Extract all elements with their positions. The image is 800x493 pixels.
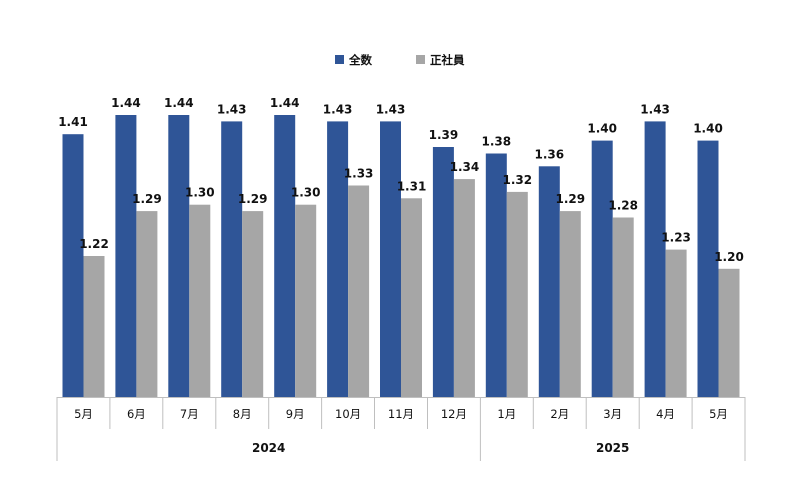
- data-label-total-4: 1.43: [217, 102, 247, 116]
- x-tick-label-1: 5月: [74, 407, 93, 421]
- data-label-total-3: 1.44: [164, 96, 194, 110]
- x-tick-label-6: 10月: [335, 407, 361, 421]
- year-label-2025: 2025: [596, 441, 629, 455]
- bar-regular-8: [453, 179, 475, 397]
- x-tick-label-11: 3月: [603, 407, 622, 421]
- x-tick-label-12: 4月: [656, 407, 675, 421]
- bar-total-12: [644, 121, 666, 398]
- data-label-regular-11: 1.28: [608, 199, 638, 213]
- bar-regular-7: [401, 198, 422, 397]
- data-label-regular-13: 1.20: [714, 250, 744, 264]
- bar-regular-3: [189, 204, 211, 397]
- data-label-total-13: 1.40: [693, 122, 723, 136]
- data-label-total-8: 1.39: [429, 128, 459, 142]
- data-label-regular-10: 1.29: [555, 192, 585, 206]
- data-label-total-6: 1.43: [323, 102, 353, 116]
- bar-regular-6: [348, 185, 370, 397]
- x-tick-label-8: 12月: [441, 407, 467, 421]
- legend: 全数 正社員: [335, 53, 465, 67]
- data-label-total-2: 1.44: [111, 96, 141, 110]
- x-tick-label-13: 5月: [709, 407, 728, 421]
- bar-total-9: [485, 153, 507, 397]
- data-label-total-12: 1.43: [640, 102, 670, 116]
- data-label-regular-8: 1.34: [450, 160, 480, 174]
- data-label-regular-2: 1.29: [132, 192, 162, 206]
- data-label-total-9: 1.38: [481, 135, 511, 149]
- bar-regular-9: [506, 191, 528, 397]
- legend-label-1: 全数: [348, 53, 372, 67]
- data-label-total-11: 1.40: [587, 122, 617, 136]
- bar-total-7: [380, 121, 401, 398]
- x-tick-label-7: 11月: [388, 407, 414, 421]
- bar-regular-13: [718, 268, 740, 397]
- x-tick-label-5: 9月: [286, 407, 305, 421]
- data-label-total-10: 1.36: [534, 147, 564, 161]
- data-label-total-1: 1.41: [58, 115, 88, 129]
- data-label-regular-4: 1.29: [238, 192, 268, 206]
- x-tick-label-2: 6月: [127, 407, 146, 421]
- bar-regular-2: [136, 211, 158, 397]
- x-tick-label-4: 8月: [233, 407, 252, 421]
- data-label-regular-3: 1.30: [185, 186, 215, 200]
- legend-swatch-2: [416, 55, 425, 64]
- bar-total-13: [697, 140, 719, 397]
- bars: [62, 115, 740, 398]
- data-label-regular-9: 1.32: [502, 173, 532, 187]
- bar-total-5: [274, 115, 296, 397]
- year-label-2024: 2024: [252, 441, 285, 455]
- bar-total-8: [432, 147, 454, 397]
- legend-label-2: 正社員: [430, 53, 465, 67]
- data-label-total-7: 1.43: [376, 102, 406, 116]
- x-tick-label-10: 2月: [550, 407, 569, 421]
- bar-total-10: [538, 166, 560, 397]
- bar-total-4: [221, 121, 243, 398]
- x-tick-label-3: 7月: [180, 407, 199, 421]
- bar-regular-12: [665, 249, 687, 397]
- data-labels: 1.41 1.22 1.44 1.29 1.44 1.30 1.43 1.29 1.44 1.30…: [58, 96, 744, 264]
- bar-total-2: [115, 115, 137, 397]
- bar-regular-1: [83, 256, 105, 397]
- bar-regular-11: [612, 217, 634, 397]
- bar-total-11: [591, 140, 613, 397]
- x-tick-label-9: 1月: [497, 407, 516, 421]
- category-axis: 5月 6月 7月 8月 9月 10月 11月 12月 1月 2月 3月 4月 5月 2024 2025: [56, 397, 746, 461]
- data-label-regular-6: 1.33: [344, 167, 374, 181]
- data-label-regular-1: 1.22: [79, 237, 109, 251]
- data-label-regular-7: 1.31: [397, 179, 427, 193]
- data-label-total-5: 1.44: [270, 96, 300, 110]
- bar-total-6: [327, 121, 349, 398]
- legend-swatch-1: [335, 55, 344, 64]
- bar-regular-10: [559, 211, 581, 397]
- bar-regular-5: [295, 204, 317, 397]
- data-label-regular-12: 1.23: [661, 231, 691, 245]
- bar-regular-4: [242, 211, 264, 397]
- data-label-regular-5: 1.30: [291, 186, 321, 200]
- bar-total-1: [62, 134, 84, 397]
- bar-total-3: [168, 115, 190, 397]
